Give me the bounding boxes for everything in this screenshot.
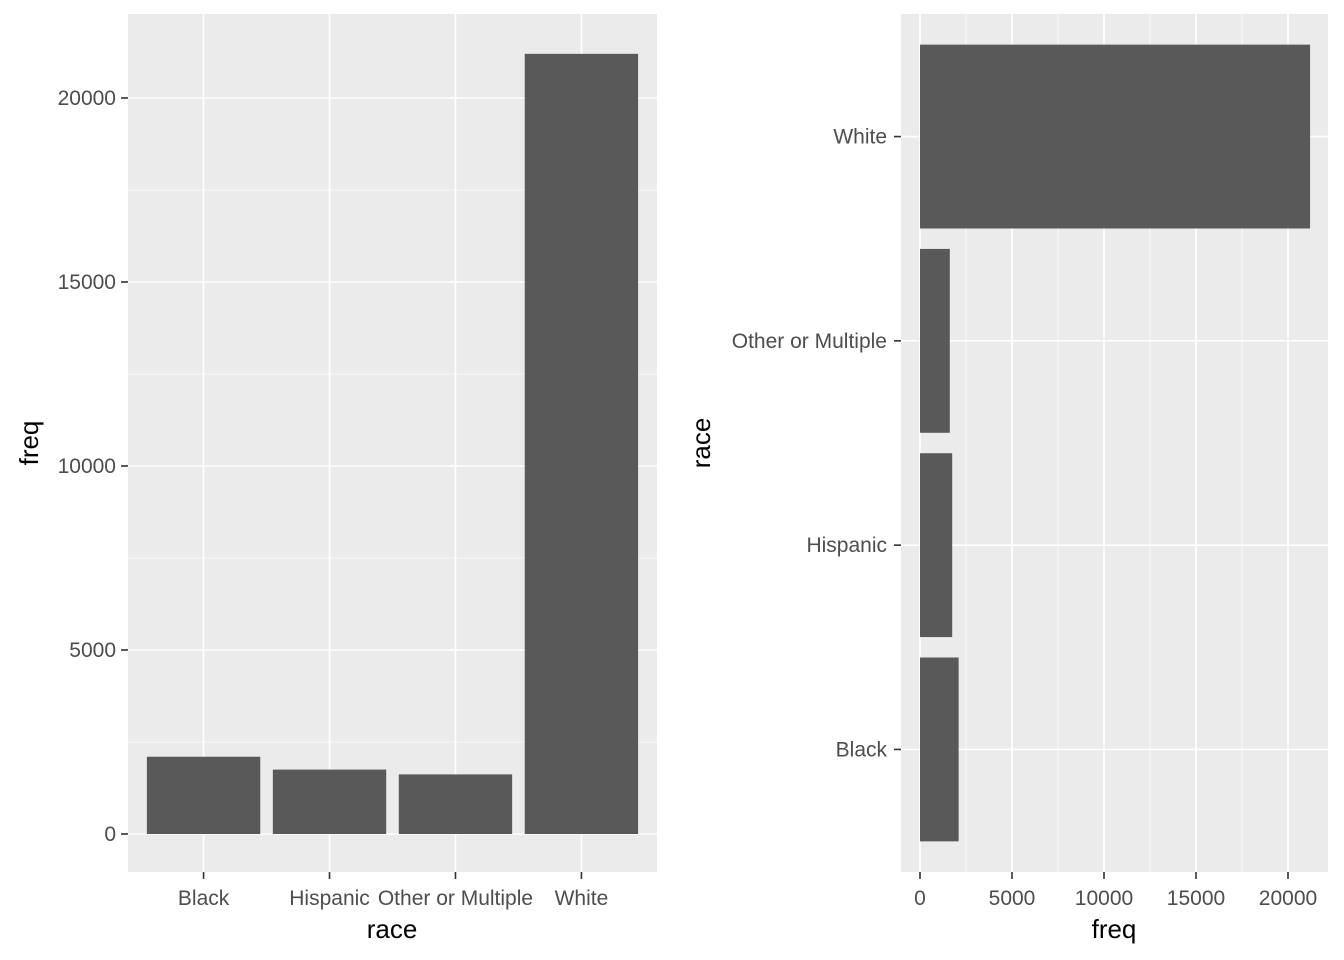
right-y-tick-label-white: White [833,126,887,149]
right-y-tick-label-other-or-multiple: Other or Multiple [732,330,887,353]
right-x-tick-label: 10000 [1075,887,1133,910]
bar-black [146,756,261,834]
right-axes: 0 5000 10000 15000 20000 Black Hispanic Other o… [732,126,1317,910]
left-y-tick-label: 0 [104,823,116,846]
left-axes: 0 5000 10000 15000 20000 Black Hispanic Other o… [58,87,609,910]
hbar-hispanic [920,453,953,638]
left-x-tick-label-other-or-multiple: Other or Multiple [378,887,533,910]
right-y-tick-label-black: Black [836,738,888,761]
hbar-black [920,657,959,842]
left-chart: 0 5000 10000 15000 20000 Black Hispanic Other o… [14,14,657,944]
right-x-tick-label: 5000 [989,887,1036,910]
left-y-axis-title: freq [14,421,44,466]
hbar-white [920,44,1311,229]
left-x-tick-label-white: White [555,887,609,910]
left-y-tick-label: 20000 [58,87,116,110]
left-gridlines [128,14,657,872]
right-x-tick-label: 15000 [1167,887,1225,910]
right-x-tick-label: 20000 [1259,887,1317,910]
left-y-tick-label: 10000 [58,455,116,478]
left-x-tick-label-black: Black [178,887,230,910]
bar-other-or-multiple [398,774,513,834]
hbar-other-or-multiple [920,248,950,433]
left-x-tick-label-hispanic: Hispanic [289,887,370,910]
right-x-tick-label: 0 [914,887,926,910]
bar-white [524,53,639,834]
bar-hispanic [272,769,387,834]
right-x-axis-title: freq [1092,914,1137,944]
right-y-tick-label-hispanic: Hispanic [806,534,887,557]
left-x-axis-title: race [367,914,418,944]
right-bars [920,44,1311,842]
right-y-axis-title: race [686,418,716,469]
left-y-tick-label: 15000 [58,271,116,294]
left-bars [146,53,639,834]
left-y-tick-label: 5000 [69,639,116,662]
right-chart: 0 5000 10000 15000 20000 Black Hispanic Other o… [686,14,1328,944]
